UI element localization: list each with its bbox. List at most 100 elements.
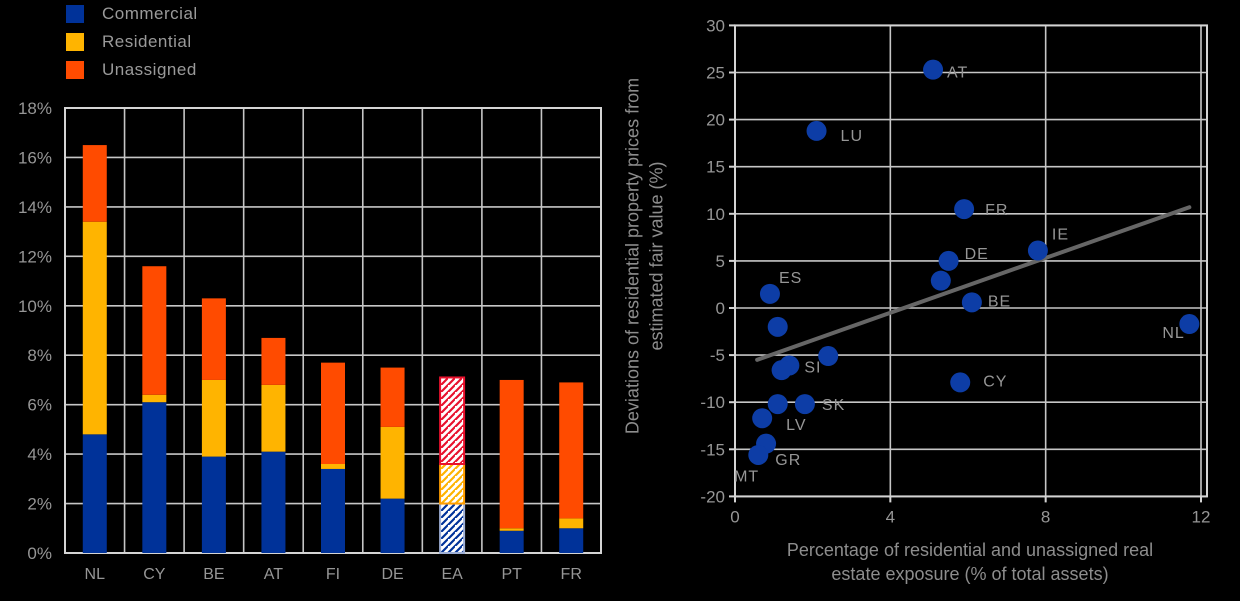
bar-ytick-label: 0%: [27, 544, 52, 563]
scatter-point: [767, 394, 788, 415]
legend-item-commercial: Commercial: [66, 4, 198, 23]
trend-line: [755, 205, 1192, 362]
legend-item-residential: Residential: [66, 32, 198, 51]
scatter-point-AT: [923, 59, 944, 80]
scatter-point-label-CY: CY: [983, 373, 1007, 390]
legend-swatch-commercial: [66, 5, 84, 23]
scatter-point-ES: [759, 283, 780, 304]
scatter-point-label-SK: SK: [822, 397, 845, 414]
scatter-point-LU: [806, 120, 827, 141]
scatter-point-GR: [748, 444, 769, 465]
scatter-point-NL: [1179, 314, 1200, 335]
bar-PT-commercial: [499, 530, 524, 553]
bar-PT-unassigned: [499, 379, 524, 529]
legend-swatch-unassigned: [66, 61, 84, 79]
bar-chart: 18% 16% 14% 12% 10% 8% 6% 4% 2% 0% NL CY BE AT FI DE EA P…: [18, 99, 602, 583]
bar-BE-residential: [201, 379, 226, 457]
bar-FR-residential: [559, 518, 584, 529]
scatter-ytick-label: 0: [716, 299, 725, 318]
scatter-point: [767, 316, 788, 337]
bar-FI-commercial: [321, 468, 345, 553]
bar-ytick-label: 2%: [27, 495, 52, 514]
scatter-point-label-NL: NL: [1162, 325, 1184, 342]
bar-DE-commercial: [380, 498, 405, 553]
bar-xtick-label-FR: FR: [561, 566, 582, 583]
bar-BE-commercial: [201, 456, 226, 553]
scatter-point-label-MT: MT: [734, 469, 759, 486]
legend: Commercial Residential Unassigned: [66, 4, 198, 79]
scatter-point-label-SI: SI: [804, 359, 821, 376]
scatter-xtick-label: 4: [886, 507, 895, 526]
scatter-point-label-GR: GR: [775, 452, 801, 469]
scatter-ytick-label: 25: [706, 64, 725, 83]
scatter-ytick-label: 15: [706, 158, 725, 177]
scatter-ytick-label: 10: [706, 205, 725, 224]
bar-xtick-label-AT: AT: [264, 566, 283, 583]
bar-xtick-label-BE: BE: [203, 566, 224, 583]
scatter-ytick-label: -15: [700, 440, 725, 459]
bar-NL-unassigned: [82, 145, 107, 222]
scatter-point-label-AT: AT: [947, 65, 968, 82]
bar-BE-unassigned: [201, 298, 226, 380]
scatter-xaxis-title: Percentage of residential and unassigned…: [786, 540, 1154, 585]
scatter-ytick-label: -5: [710, 346, 725, 365]
legend-item-unassigned: Unassigned: [66, 60, 198, 79]
bar-ytick-label: 16%: [18, 148, 52, 167]
bar-ytick-label: 18%: [18, 99, 52, 118]
bar-EA-residential: [439, 463, 466, 505]
scatter-point-label-IE: IE: [1052, 227, 1069, 244]
legend-label-unassigned: Unassigned: [102, 60, 197, 79]
bar-xtick-label-CY: CY: [143, 566, 166, 583]
scatter-point-DE: [938, 250, 959, 271]
legend-swatch-residential: [66, 33, 84, 51]
bar-AT-residential: [261, 384, 286, 452]
bar-NL-commercial: [82, 434, 107, 553]
scatter-point-label-BE: BE: [988, 293, 1011, 310]
bar-CY-commercial: [142, 402, 167, 553]
bar-AT-commercial: [261, 451, 286, 553]
bar-FI-unassigned: [321, 362, 345, 464]
scatter-point-label-LU: LU: [841, 128, 863, 145]
bar-DE-unassigned: [380, 367, 405, 427]
scatter-point-LV: [752, 408, 773, 429]
scatter-point: [771, 360, 792, 381]
bar-DE-residential: [380, 426, 405, 499]
bar-EA-commercial: [439, 502, 466, 554]
scatter-point: [930, 270, 951, 291]
scatter-ytick-label: -10: [700, 393, 725, 412]
bar-EA-unassigned: [439, 376, 466, 466]
scatter-ytick-label: 20: [706, 111, 725, 130]
bar-FI-residential: [321, 464, 345, 469]
scatter-point-IE: [1027, 240, 1048, 261]
bar-ytick-label: 4%: [27, 445, 52, 464]
bar-NL-residential: [82, 221, 107, 435]
bar-AT-unassigned: [261, 337, 286, 385]
legend-label-commercial: Commercial: [102, 4, 198, 23]
legend-label-residential: Residential: [102, 32, 192, 51]
scatter-point: [818, 346, 839, 367]
scatter-ytick-label: 5: [716, 252, 725, 271]
scatter-xtick-label: 0: [730, 507, 739, 526]
scatter-point-label-FR: FR: [985, 202, 1008, 219]
bar-xtick-label-NL: NL: [85, 566, 106, 583]
scatter-point-CY: [950, 372, 971, 393]
scatter-point-SK: [794, 394, 815, 415]
bar-ytick-label: 10%: [18, 297, 52, 316]
scatter-xtick-label: 12: [1192, 507, 1211, 526]
bar-ytick-label: 6%: [27, 396, 52, 415]
scatter-point-label-LV: LV: [786, 417, 806, 434]
bar-FR-unassigned: [559, 382, 584, 519]
scatter-xtick-label: 8: [1041, 507, 1050, 526]
bar-CY-residential: [142, 394, 167, 403]
scatter-point-FR: [954, 199, 975, 220]
scatter-ytick-label: 30: [706, 16, 725, 35]
scatter-yaxis-title: Deviations of residential property price…: [622, 77, 667, 435]
bar-ytick-label: 8%: [27, 346, 52, 365]
bar-xtick-label-FI: FI: [326, 566, 340, 583]
bar-xtick-label-PT: PT: [501, 566, 522, 583]
bar-PT-residential: [499, 528, 524, 531]
scatter-point-BE: [961, 292, 982, 313]
scatter-ytick-label: -20: [700, 487, 725, 506]
